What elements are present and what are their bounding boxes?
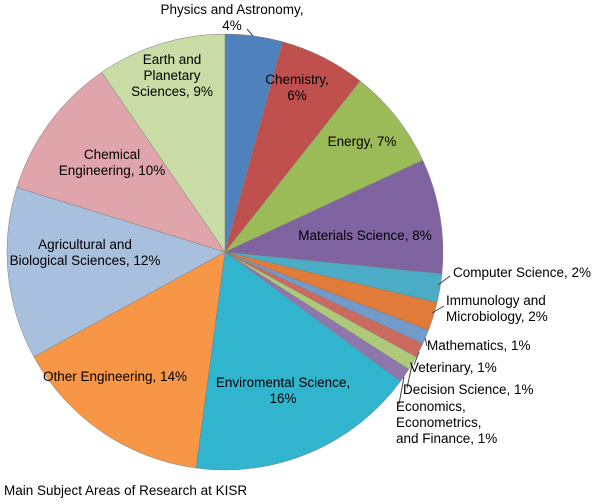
pie-slice-agricultural-and-biological-sciences [6,187,226,358]
slice-label-other-engineering: Other Engineering, 14% [43,369,187,384]
slice-label-mathematics: Mathematics, 1% [427,338,531,353]
leader-line-decision-science [406,364,413,389]
slice-label-chemistry: Chemistry, 6% [265,72,329,103]
slice-label-energy: Energy, 7% [328,134,397,149]
pie-slice-energy [224,80,424,253]
leader-line-computer-science [437,275,451,286]
slice-label-earth-and-planetary-sciences: Earth and Planetary Sciences, 9% [131,52,213,99]
slice-label-chemical-engineering: Chemical Engineering, 10% [59,147,166,178]
slice-label-enviromental-science: Enviromental Science, 16% [216,375,350,406]
slice-label-computer-science: Computer Science, 2% [453,265,591,280]
leader-line-mathematics [424,337,428,347]
slice-label-economics-econometrics-and-finance: Economics, Econometrics, and Finance, 1% [396,399,497,446]
leader-line-physics-and-astronomy [246,28,254,37]
pie-slice-other-engineering [33,251,226,469]
figure-caption: Main Subject Areas of Research at KISR [4,483,248,498]
pie-slice-earth-and-planetary-sciences [101,33,226,253]
leader-line-immunology-and-microbiology [431,305,445,314]
slice-label-materials-science: Materials Science, 8% [298,228,432,243]
pie-slice-chemical-engineering [16,71,226,253]
leader-line-veterinary [413,351,420,366]
slice-label-physics-and-astronomy: Physics and Astronomy, 4% [160,2,303,33]
slice-label-agricultural-and-biological-sciences: Agricultural and Biological Sciences, 12% [10,237,161,268]
leader-line-economics-econometrics-and-finance [398,376,405,405]
pie-slice-enviromental-science [195,251,401,471]
pie-slice-materials-science [224,159,444,275]
slice-label-veterinary: Veterinary, 1% [410,360,497,375]
slice-label-decision-science: Decision Science, 1% [403,382,534,397]
slice-label-immunology-and-microbiology: Immunology and Microbiology, 2% [446,293,548,324]
